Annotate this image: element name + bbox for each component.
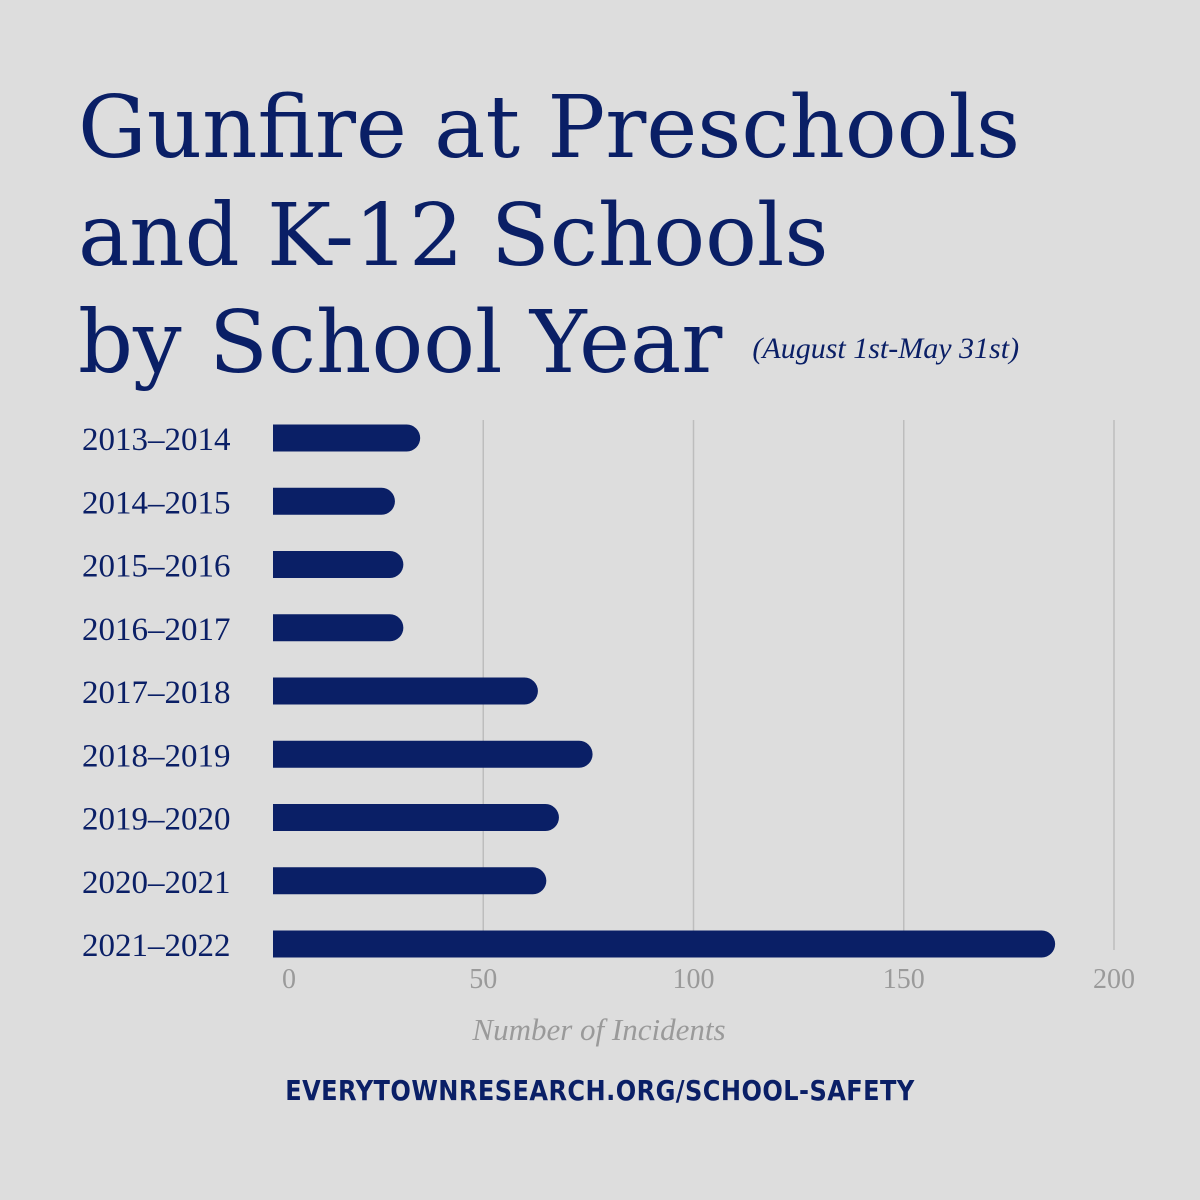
bars bbox=[273, 424, 1056, 958]
category-label-2019–2020: 2019–2020 bbox=[82, 802, 231, 838]
x-tick-label-0: 0 bbox=[282, 964, 296, 995]
category-label-2021–2022: 2021–2022 bbox=[82, 928, 231, 964]
bar-2013–2014 bbox=[273, 424, 421, 452]
chart-title-line-3: by School Year (August 1st-May 31st) bbox=[78, 300, 1019, 386]
x-tick-label-100: 100 bbox=[673, 964, 715, 995]
category-label-2018–2019: 2018–2019 bbox=[82, 738, 231, 774]
x-axis-label: Number of Incidents bbox=[471, 1012, 725, 1047]
bar-2014–2015 bbox=[273, 487, 395, 515]
category-label-2020–2021: 2020–2021 bbox=[82, 865, 231, 901]
category-label-2017–2018: 2017–2018 bbox=[82, 675, 231, 711]
x-tick-label-200: 200 bbox=[1093, 964, 1135, 995]
gridlines bbox=[482, 420, 1115, 950]
footer-url: EVERYTOWNRESEARCH.ORG/SCHOOL-SAFETY bbox=[285, 1074, 915, 1107]
category-label-2014–2015: 2014–2015 bbox=[82, 485, 231, 521]
chart-title-line-2: and K-12 Schools bbox=[78, 186, 829, 286]
bar-2017–2018 bbox=[273, 677, 538, 705]
x-tick-labels: 0 50 100 150 200 bbox=[282, 964, 1135, 995]
bar-2018–2019 bbox=[273, 740, 593, 768]
chart-title-line-3-text: by School Year bbox=[78, 293, 723, 393]
chart-title-line-1: Gunfire at Preschools bbox=[78, 78, 1021, 178]
x-tick-label-150: 150 bbox=[883, 964, 925, 995]
category-label-2015–2016: 2015–2016 bbox=[82, 549, 231, 585]
bar-2019–2020 bbox=[273, 804, 559, 831]
x-tick-label-50: 50 bbox=[469, 964, 497, 995]
category-label-2013–2014: 2013–2014 bbox=[82, 422, 231, 458]
category-labels: 2013–2014 2014–2015 2015–2016 2016–2017 2017… bbox=[82, 422, 231, 964]
bar-2020–2021 bbox=[273, 867, 547, 895]
category-label-2016–2017: 2016–2017 bbox=[82, 612, 231, 648]
bar-2016–2017 bbox=[273, 614, 404, 642]
chart-subtitle: (August 1st-May 31st) bbox=[752, 332, 1020, 365]
bar-2021–2022 bbox=[273, 930, 1056, 958]
bar-chart: 2013–2014 2014–2015 2015–2016 2016–2017 2017… bbox=[82, 420, 1135, 1047]
bar-2015–2016 bbox=[273, 551, 404, 578]
